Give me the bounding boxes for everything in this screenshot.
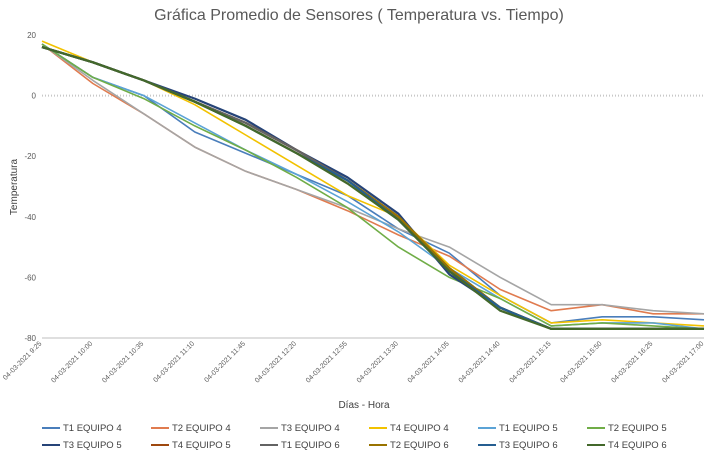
legend-item: T3 EQUIPO 4 bbox=[260, 423, 340, 434]
legend-item: T3 EQUIPO 5 bbox=[42, 440, 122, 451]
y-tick-label: -20 bbox=[24, 152, 36, 161]
legend-label: T2 EQUIPO 4 bbox=[172, 423, 231, 434]
x-axis-title: Días - Hora bbox=[338, 400, 390, 411]
x-tick-label: 04-03-2021 11:10 bbox=[153, 340, 197, 384]
legend-label: T1 EQUIPO 4 bbox=[63, 423, 122, 434]
x-tick-label: 04-03-2021 11:45 bbox=[203, 340, 247, 384]
x-tick-label: 04-03-2021 16:25 bbox=[610, 340, 654, 384]
legend-label: T3 EQUIPO 4 bbox=[281, 423, 340, 434]
x-tick-label: 04-03-2021 12:20 bbox=[254, 340, 298, 384]
series-line-t2-equipo-4 bbox=[41, 43, 704, 315]
y-tick-label: -40 bbox=[24, 213, 36, 222]
x-tick-label: 04-03-2021 14:40 bbox=[458, 340, 502, 384]
legend-item: T4 EQUIPO 6 bbox=[587, 440, 667, 451]
legend-label: T1 EQUIPO 5 bbox=[499, 423, 558, 434]
x-tick-label: 04-03-2021 13:30 bbox=[356, 340, 400, 384]
series-line-t3-equipo-4 bbox=[41, 43, 705, 315]
series-line-t4-equipo-5 bbox=[41, 46, 704, 330]
x-tick-label: 04-03-2021 9:25 bbox=[2, 340, 43, 381]
legend-label: T4 EQUIPO 5 bbox=[172, 440, 231, 451]
x-tick-label: 04-03-2021 10:00 bbox=[50, 340, 94, 384]
legend-item: T4 EQUIPO 4 bbox=[369, 423, 449, 434]
series-line-t2-equipo-5 bbox=[41, 43, 705, 330]
y-tick-label: -80 bbox=[24, 334, 36, 343]
legend-label: T4 EQUIPO 6 bbox=[608, 440, 667, 451]
legend-item: T2 EQUIPO 6 bbox=[369, 440, 449, 451]
series-line-t1-equipo-4 bbox=[41, 43, 705, 324]
x-tick-label: 04-03-2021 17:00 bbox=[661, 340, 705, 384]
legend-label: T1 EQUIPO 6 bbox=[281, 440, 340, 451]
series-line-t1-equipo-6 bbox=[41, 46, 704, 330]
legend-item: T1 EQUIPO 5 bbox=[478, 423, 558, 434]
x-tick-label: 04-03-2021 14:05 bbox=[407, 340, 451, 384]
legend-label: T4 EQUIPO 4 bbox=[390, 423, 449, 434]
y-axis-title: Temperatura bbox=[9, 158, 20, 215]
legend: T1 EQUIPO 4 T2 EQUIPO 4 T3 EQUIPO 4 T4 EQUI… bbox=[42, 423, 667, 451]
y-tick-label: 0 bbox=[32, 92, 37, 101]
legend-label: T3 EQUIPO 6 bbox=[499, 440, 558, 451]
legend-label: T3 EQUIPO 5 bbox=[63, 440, 122, 451]
chart-title: Gráfica Promedio de Sensores ( Temperatu… bbox=[154, 7, 564, 24]
series-line-t3-equipo-5 bbox=[41, 46, 704, 330]
series-line-t4-equipo-4 bbox=[41, 40, 705, 327]
legend-item: T2 EQUIPO 5 bbox=[587, 423, 667, 434]
y-tick-label: 20 bbox=[27, 31, 36, 40]
series-line-t4-equipo-6 bbox=[41, 46, 704, 330]
legend-item: T2 EQUIPO 4 bbox=[151, 423, 231, 434]
x-tick-label: 04-03-2021 12:55 bbox=[305, 340, 349, 384]
legend-item: T1 EQUIPO 6 bbox=[260, 440, 340, 451]
legend-item: T1 EQUIPO 4 bbox=[42, 423, 122, 434]
legend-item: T3 EQUIPO 6 bbox=[478, 440, 558, 451]
x-tick-label: 04-03-2021 10:35 bbox=[101, 340, 145, 384]
series-line-t2-equipo-6 bbox=[41, 46, 704, 330]
y-tick-label: -60 bbox=[24, 273, 36, 282]
x-tick-label: 04-03-2021 15:15 bbox=[509, 340, 553, 384]
series-line-t3-equipo-6 bbox=[41, 46, 704, 330]
x-tick-label: 04-03-2021 15:50 bbox=[560, 340, 604, 384]
legend-item: T4 EQUIPO 5 bbox=[151, 440, 231, 451]
series-line-t1-equipo-5 bbox=[41, 43, 705, 330]
legend-label: T2 EQUIPO 6 bbox=[390, 440, 449, 451]
legend-label: T2 EQUIPO 5 bbox=[608, 423, 667, 434]
